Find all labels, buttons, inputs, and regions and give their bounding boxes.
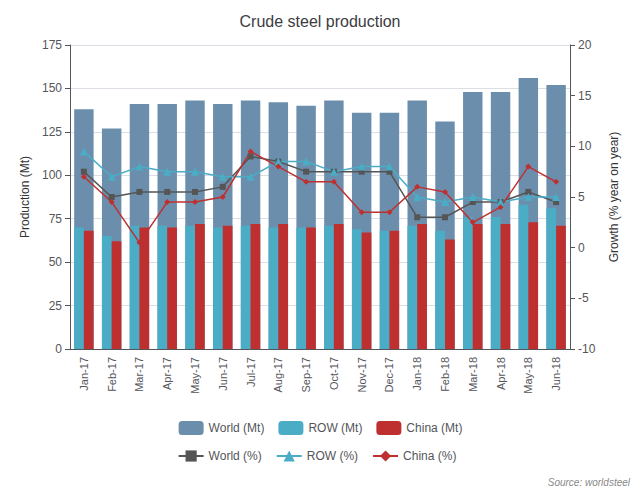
svg-text:175: 175	[42, 38, 62, 52]
svg-text:150: 150	[42, 81, 62, 95]
svg-text:125: 125	[42, 125, 62, 139]
svg-text:0: 0	[55, 342, 62, 356]
svg-text:Sep-17: Sep-17	[300, 357, 312, 392]
svg-text:Growth (% year on year): Growth (% year on year)	[607, 132, 621, 263]
svg-text:Jan-17: Jan-17	[78, 357, 90, 391]
svg-text:Aug-17: Aug-17	[272, 357, 284, 392]
svg-text:25: 25	[49, 299, 63, 313]
svg-text:ROW (%): ROW (%)	[307, 449, 358, 463]
svg-text:Jul-17: Jul-17	[245, 357, 257, 387]
svg-text:Crude steel production: Crude steel production	[240, 13, 401, 30]
svg-text:World (Mt): World (Mt)	[209, 421, 265, 435]
svg-text:Oct-17: Oct-17	[328, 357, 340, 390]
svg-text:Mar-17: Mar-17	[133, 357, 145, 392]
svg-text:75: 75	[49, 212, 63, 226]
svg-text:Feb-17: Feb-17	[106, 357, 118, 392]
svg-text:May-18: May-18	[522, 357, 534, 394]
svg-text:Jan-18: Jan-18	[411, 357, 423, 391]
svg-text:10: 10	[578, 139, 592, 153]
svg-text:50: 50	[49, 255, 63, 269]
svg-text:100: 100	[42, 168, 62, 182]
svg-text:Production (Mt): Production (Mt)	[18, 156, 32, 238]
svg-text:China (%): China (%)	[403, 449, 456, 463]
svg-text:Nov-17: Nov-17	[356, 357, 368, 392]
svg-text:Apr-17: Apr-17	[161, 357, 173, 390]
svg-text:China (Mt): China (Mt)	[406, 421, 462, 435]
svg-text:20: 20	[578, 38, 592, 52]
svg-text:ROW (Mt): ROW (Mt)	[308, 421, 362, 435]
svg-text:Jun-17: Jun-17	[217, 357, 229, 391]
svg-text:Jun-18: Jun-18	[550, 357, 562, 391]
svg-text:Mar-18: Mar-18	[467, 357, 479, 392]
svg-text:0: 0	[578, 241, 585, 255]
svg-text:5: 5	[578, 190, 585, 204]
svg-text:Dec-17: Dec-17	[383, 357, 395, 392]
svg-text:Source: worldsteel: Source: worldsteel	[548, 477, 631, 488]
svg-text:Apr-18: Apr-18	[495, 357, 507, 390]
svg-text:Feb-18: Feb-18	[439, 357, 451, 392]
svg-text:-5: -5	[578, 291, 589, 305]
svg-text:May-17: May-17	[189, 357, 201, 394]
svg-text:World (%): World (%)	[209, 449, 262, 463]
svg-text:15: 15	[578, 89, 592, 103]
svg-text:-10: -10	[578, 342, 596, 356]
